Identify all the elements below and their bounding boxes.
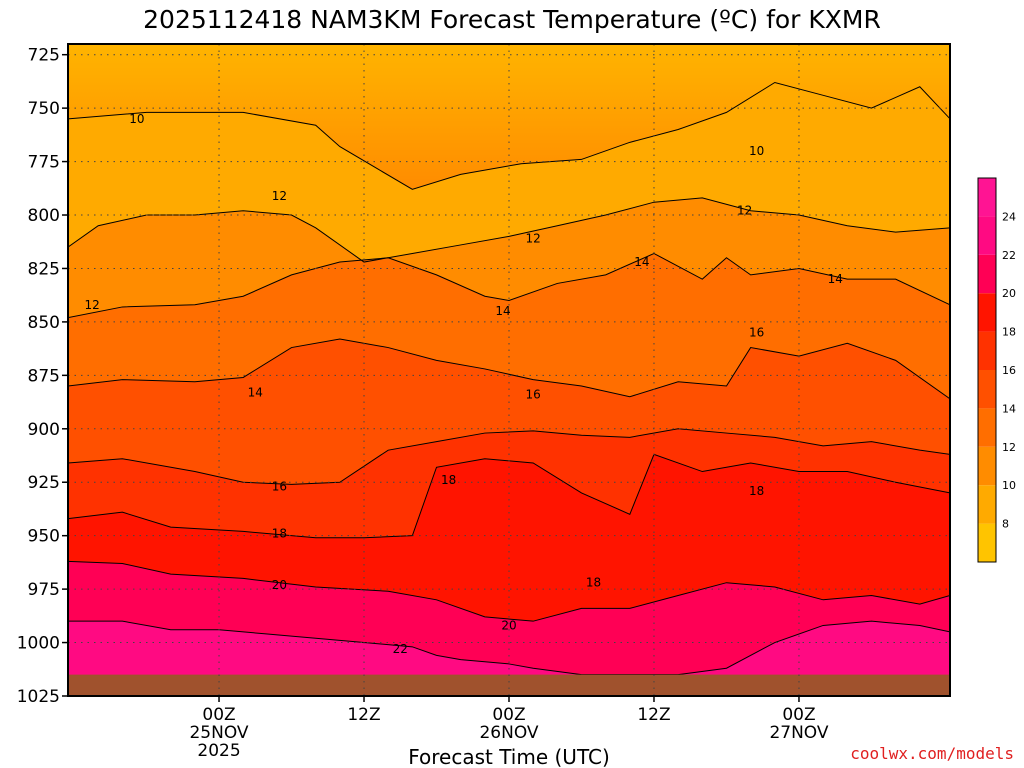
colorbar-tick-label: 12 <box>1002 441 1016 454</box>
colorbar-swatch <box>978 446 996 486</box>
contour-label: 10 <box>129 112 144 126</box>
y-tick-label: 975 <box>28 580 60 600</box>
colorbar: 8 10 12 14 16 18 20 22 24 <box>977 177 1016 563</box>
colorbar-swatch <box>978 254 996 294</box>
x-tick-label: 2025 <box>197 741 240 761</box>
colorbar-swatch <box>978 370 996 409</box>
colorbar-tick-label: 22 <box>1002 249 1016 262</box>
contour-label: 12 <box>737 204 752 218</box>
contour-label: 14 <box>828 272 843 286</box>
y-tick-label: 900 <box>28 420 60 440</box>
y-tick-label: 750 <box>28 99 60 119</box>
colorbar-swatch <box>978 408 996 447</box>
contour-label: 18 <box>272 527 287 541</box>
contour-label: 22 <box>393 642 408 656</box>
contour-label: 14 <box>495 304 510 318</box>
contour-label: 18 <box>441 473 456 487</box>
contour-label: 20 <box>272 578 287 592</box>
x-tick-label: 26NOV <box>479 723 538 743</box>
y-tick-label: 800 <box>28 206 60 226</box>
colorbar-swatch <box>978 331 996 370</box>
x-axis-label: Forecast Time (UTC) <box>408 745 610 768</box>
y-tick-label: 1025 <box>17 687 60 707</box>
y-tick-label: 1000 <box>17 634 60 654</box>
ground-surface <box>68 674 950 696</box>
colorbar-swatch <box>978 178 996 217</box>
isotherm-line <box>68 252 950 319</box>
contour-label: 12 <box>85 298 100 312</box>
isotherm-line <box>68 428 950 485</box>
y-tick-label: 850 <box>28 313 60 333</box>
colorbar-swatch <box>978 485 996 524</box>
x-tick-label: 00Z <box>782 705 815 725</box>
contour-label: 10 <box>749 144 764 158</box>
colorbar-frame <box>977 177 997 563</box>
contour-label: 20 <box>501 618 516 632</box>
x-tick-label: 00Z <box>492 705 525 725</box>
isotherm-line <box>68 453 950 539</box>
chart-title: 2025112418 NAM3KM Forecast Temperature (… <box>143 5 881 34</box>
y-axis: 725 750 775 800 825 850 875 900 925 950 975 1000 102… <box>17 46 68 707</box>
isotherm-line <box>68 620 950 676</box>
isotherm-line <box>68 560 950 622</box>
contour-label: 16 <box>749 326 764 340</box>
colorbar-swatch <box>978 216 996 255</box>
contour-label: 16 <box>272 480 287 494</box>
contour-label: 18 <box>749 484 764 498</box>
x-tick-label: 25NOV <box>189 723 248 743</box>
x-tick-label: 00Z <box>202 705 235 725</box>
contour-label: 14 <box>248 385 263 399</box>
colorbar-swatch <box>978 523 996 562</box>
contour-label: 18 <box>586 576 601 590</box>
contour-label: 14 <box>634 255 649 269</box>
colorbar-tick-label: 10 <box>1002 479 1016 492</box>
y-tick-label: 950 <box>28 527 60 547</box>
x-tick-label: 27NOV <box>769 723 828 743</box>
contour-label: 12 <box>526 232 541 246</box>
credit-link[interactable]: coolwx.com/models <box>850 744 1014 763</box>
contour-labels: 10 10 12 12 12 12 14 14 14 14 16 16 16 18 18 18 18 20 20 22 <box>85 112 843 656</box>
isotherm-line <box>68 197 950 263</box>
y-tick-label: 775 <box>28 153 60 173</box>
colorbar-tick-label: 20 <box>1002 287 1016 300</box>
y-tick-label: 825 <box>28 259 60 279</box>
y-tick-label: 725 <box>28 46 60 66</box>
contour-label: 16 <box>526 388 541 402</box>
x-tick-label: 12Z <box>637 705 670 725</box>
contour-label: 12 <box>272 189 287 203</box>
y-tick-label: 875 <box>28 366 60 386</box>
colorbar-tick-label: 18 <box>1002 326 1016 339</box>
colorbar-tick-label: 16 <box>1002 364 1016 377</box>
colorbar-tick-label: 24 <box>1002 210 1016 223</box>
isotherm-line <box>68 81 950 190</box>
isotherm-lines <box>68 81 950 676</box>
colorbar-swatch <box>978 293 996 332</box>
colorbar-tick-label: 14 <box>1002 402 1016 415</box>
colorbar-tick-label: 8 <box>1002 518 1009 531</box>
time-gridlines <box>218 44 800 696</box>
x-tick-label: 12Z <box>347 705 380 725</box>
plot-area: 10 10 12 12 12 12 14 14 14 14 16 16 16 18 18 18 18 20 20 22 <box>67 43 951 697</box>
y-tick-label: 925 <box>28 473 60 493</box>
